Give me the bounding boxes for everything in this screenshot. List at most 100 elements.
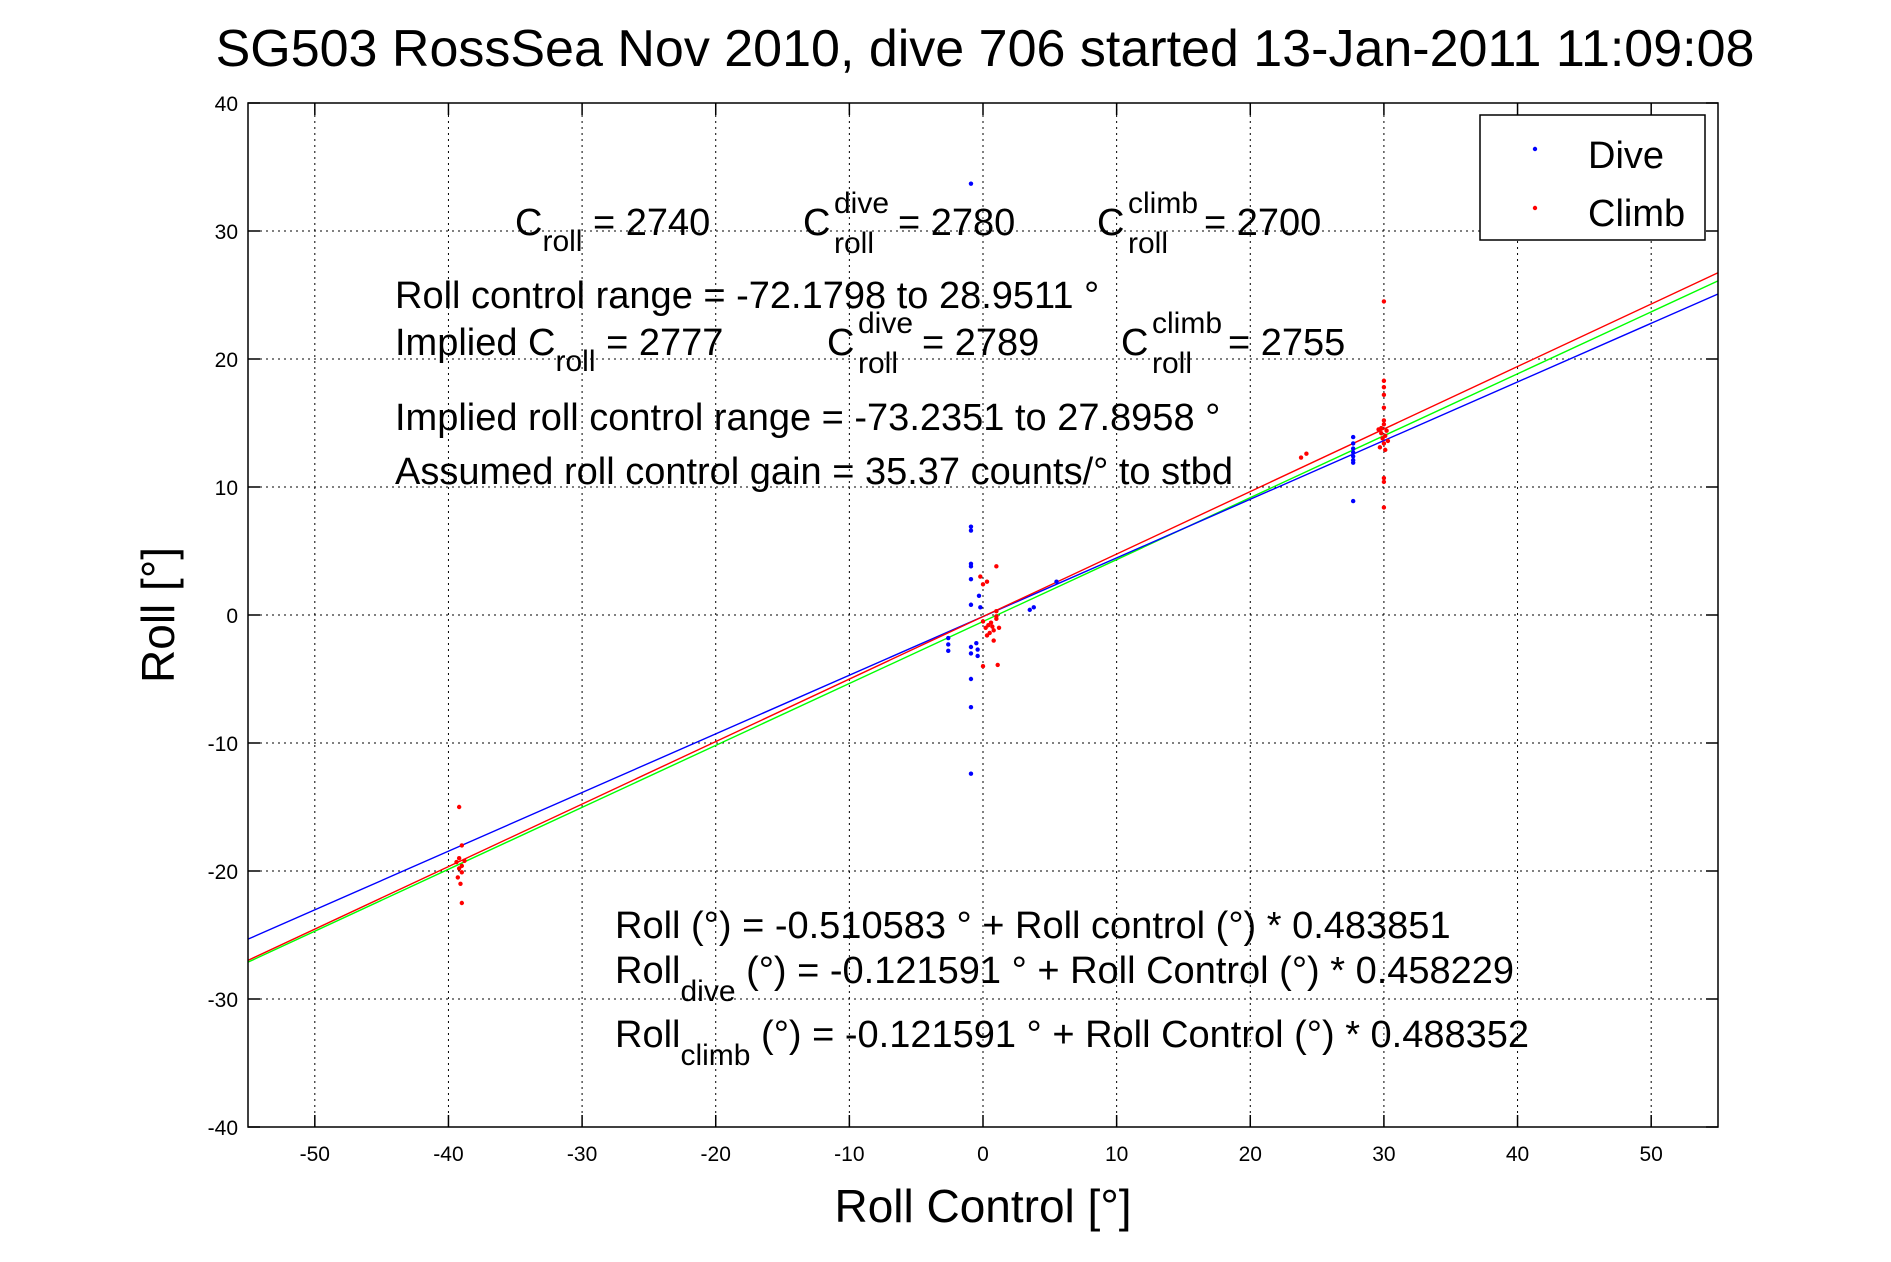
- x-tick-label: -50: [300, 1143, 330, 1166]
- annotation-c-roll-dive-value: = 2780: [898, 202, 1015, 244]
- data-points: [454, 181, 1391, 906]
- dive-point: [968, 676, 974, 682]
- climb-point: [991, 638, 996, 643]
- annotation-implied-climb-sub: roll: [1152, 347, 1192, 380]
- x-tick-label: -40: [433, 1143, 463, 1166]
- annotation-c-roll-dive-sub: roll: [834, 227, 874, 260]
- annotation-implied-climb-sup: climb: [1152, 307, 1222, 340]
- climb-point: [1381, 505, 1387, 510]
- dive-point: [975, 653, 980, 659]
- climb-point: [459, 843, 465, 848]
- climb-point: [1381, 475, 1387, 481]
- dive-point: [968, 704, 974, 710]
- climb-point: [1376, 427, 1381, 432]
- dive-point: [968, 528, 974, 533]
- climb-point: [984, 579, 990, 584]
- climb-point: [462, 858, 467, 863]
- y-tick-label: 20: [215, 349, 238, 372]
- dive-point: [1350, 450, 1356, 455]
- x-tick-label: 0: [977, 1143, 989, 1166]
- climb-point: [1304, 451, 1309, 456]
- annotation-implied-climb: C: [1121, 322, 1148, 364]
- y-tick-label: 40: [215, 93, 238, 116]
- dive-point: [1350, 434, 1356, 440]
- y-tick-label: 30: [215, 221, 238, 244]
- dive-point: [946, 635, 951, 641]
- climb-point: [1381, 441, 1387, 446]
- dive-point: [1350, 446, 1356, 451]
- climb-point: [980, 619, 986, 624]
- annotation-c-roll-climb-sub: roll: [1128, 227, 1168, 260]
- climb-point: [459, 900, 465, 906]
- dive-point: [1031, 605, 1036, 610]
- annotation-implied-climb-value: = 2755: [1228, 322, 1345, 364]
- dive-point: [946, 642, 951, 647]
- y-tick-label: 0: [226, 605, 238, 628]
- climb-point: [1381, 392, 1387, 398]
- annotation-c-roll-dive-sup: dive: [834, 187, 889, 220]
- climb-point: [991, 628, 996, 633]
- climb-point: [458, 881, 463, 886]
- annotation-c-roll-dive: C: [803, 202, 830, 244]
- annotation-roll-control-range: Roll control range = -72.1798 to 28.9511…: [395, 275, 1099, 317]
- dive-point: [968, 181, 974, 186]
- y-tick-label: -10: [208, 733, 238, 756]
- climb-point: [1384, 428, 1389, 433]
- climb-point: [980, 582, 986, 587]
- chart-title: SG503 RossSea Nov 2010, dive 706 started…: [216, 20, 1755, 78]
- x-tick-label: -10: [834, 1143, 864, 1166]
- legend-dive-label: Dive: [1588, 135, 1664, 177]
- climb-point: [980, 664, 986, 669]
- annotation-assumed-gain: Assumed roll control gain = 35.37 counts…: [395, 451, 1233, 493]
- dive-point: [1350, 454, 1356, 459]
- y-tick-label: 10: [215, 477, 238, 500]
- legend-dive-marker: [1532, 146, 1538, 152]
- legend: Dive Climb: [1479, 114, 1706, 241]
- annotation-c-roll-climb: C: [1097, 202, 1124, 244]
- climb-point: [1383, 447, 1388, 453]
- fit-line-climb: [247, 272, 1719, 961]
- climb-point: [1385, 438, 1391, 444]
- annotation-fit-climb: Rollclimb (°) = -0.121591 ° + Roll Contr…: [615, 1014, 1529, 1072]
- climb-point: [459, 870, 465, 875]
- climb-point: [978, 574, 983, 579]
- annotation-c-roll-climb-value: = 2700: [1204, 202, 1321, 244]
- climb-point: [994, 608, 999, 614]
- climb-point: [1381, 299, 1387, 304]
- dive-point: [974, 640, 979, 646]
- dive-point: [968, 651, 974, 656]
- annotation-implied-dive-sub: roll: [858, 347, 898, 380]
- x-axis-label: Roll Control [°]: [834, 1180, 1131, 1232]
- climb-point: [1380, 436, 1385, 441]
- dive-point: [1054, 579, 1059, 584]
- dive-point: [1350, 441, 1356, 446]
- y-tick-label: -40: [208, 1117, 238, 1140]
- annotation-implied-dive-value: = 2789: [922, 322, 1039, 364]
- dive-point: [946, 648, 951, 654]
- plot-area: -50 -40 -30 -20 -10 0 10 20 30 40 50 -40 -30 -20 -10 0 1…: [208, 93, 1719, 1166]
- dive-point: [976, 593, 982, 598]
- climb-point: [995, 662, 1000, 668]
- annotation-implied-dive: C: [827, 322, 854, 364]
- dive-point: [968, 602, 974, 607]
- x-tick-label: 10: [1105, 1143, 1128, 1166]
- legend-climb-marker: [1532, 205, 1538, 211]
- climb-point: [1381, 405, 1387, 410]
- climb-point: [454, 859, 459, 865]
- grid: [248, 103, 1718, 1127]
- annotation-fit-dive: Rolldive (°) = -0.121591 ° + Roll Contro…: [615, 950, 1514, 1008]
- dive-point: [968, 524, 974, 529]
- legend-climb-label: Climb: [1588, 193, 1685, 235]
- y-tick-label: -30: [208, 989, 238, 1012]
- climb-point: [1381, 422, 1387, 427]
- climb-point: [994, 614, 999, 619]
- climb-point: [1381, 378, 1387, 383]
- x-tick-label: 40: [1506, 1143, 1529, 1166]
- annotation-implied-range: Implied roll control range = -73.2351 to…: [395, 397, 1220, 439]
- climb-point: [984, 633, 990, 638]
- x-tick-label: 30: [1372, 1143, 1395, 1166]
- dive-point: [1350, 498, 1356, 504]
- dive-point: [968, 771, 974, 776]
- climb-point: [1381, 384, 1387, 390]
